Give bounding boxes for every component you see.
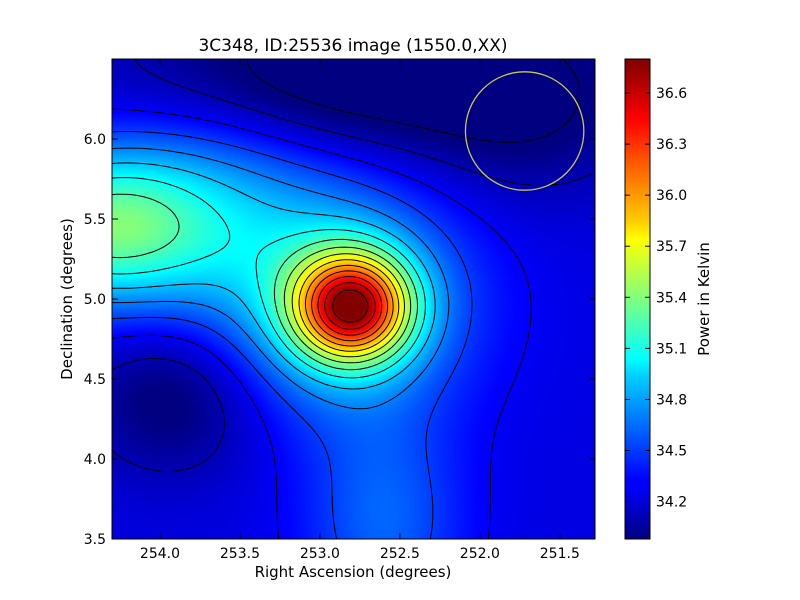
x-tick-label: 252.0 [460,546,500,562]
y-tick-label: 6.0 [84,132,106,148]
contour-line [298,259,400,352]
colorbar-tick-label: 35.1 [656,341,687,357]
contour-line [112,193,418,371]
contour-line [112,131,473,539]
colorbar-tick-label: 34.8 [656,392,687,408]
beam-circle [464,71,585,191]
x-tick-label: 254.0 [140,546,180,562]
contour-line [246,59,581,143]
contour-line [112,108,532,539]
colorbar-frame [624,58,651,540]
colorbar-gradient [625,59,650,539]
colorbar-ticks: 34.2 34.5 34.8 35.1 35.4 35.7 36.0 36.3 36.6 [625,86,687,511]
contour-line [317,276,383,336]
colorbar-tick-label: 35.7 [656,239,687,255]
contour-line [304,264,394,347]
colorbar-tick-label: 36.0 [656,188,687,204]
colorbar-tick-label: 36.3 [656,137,687,153]
y-tick-label: 4.0 [84,452,106,468]
contour-line [324,282,376,330]
contour-lines [112,59,593,539]
colorbar-tick-label: 36.6 [656,86,687,102]
contour-line [112,59,593,472]
x-axis-ticks: 254.0 253.5 253.0 252.5 252.0 251.5 [140,59,580,562]
contour-line [112,177,426,379]
y-tick-label: 5.0 [84,292,106,308]
x-tick-label: 252.5 [380,546,420,562]
contour-line [311,270,389,342]
x-axis-label: Right Ascension (degrees) [255,563,452,581]
colorbar: 34.2 34.5 34.8 35.1 35.4 35.7 36.0 36.3 36.6 [624,58,687,540]
x-tick-label: 253.5 [220,546,260,562]
x-tick-label: 253.0 [300,546,340,562]
y-tick-label: 4.5 [84,372,106,388]
y-axis-label: Declination (degrees) [58,218,76,380]
colorbar-tick-label: 34.2 [656,495,687,511]
contour-line [283,246,412,364]
contour-line [112,162,436,390]
contour-line [112,147,450,410]
y-tick-label: 5.5 [84,212,106,228]
beam-circle-group [464,71,585,191]
y-axis-ticks: 3.5 4.0 4.5 5.0 5.5 6.0 [84,132,595,548]
colorbar-label: Power in Kelvin [695,242,713,356]
colorbar-tick-label: 35.4 [656,290,687,306]
y-tick-label: 3.5 [84,532,106,548]
contour-line [291,253,405,358]
chart-title: 3C348, ID:25536 image (1550.0,XX) [198,36,507,56]
plot-area [111,58,596,540]
colorbar-tick-label: 34.5 [656,443,687,459]
x-tick-label: 251.5 [540,546,580,562]
heatmap-surface [112,59,595,539]
contour-line [332,289,369,323]
